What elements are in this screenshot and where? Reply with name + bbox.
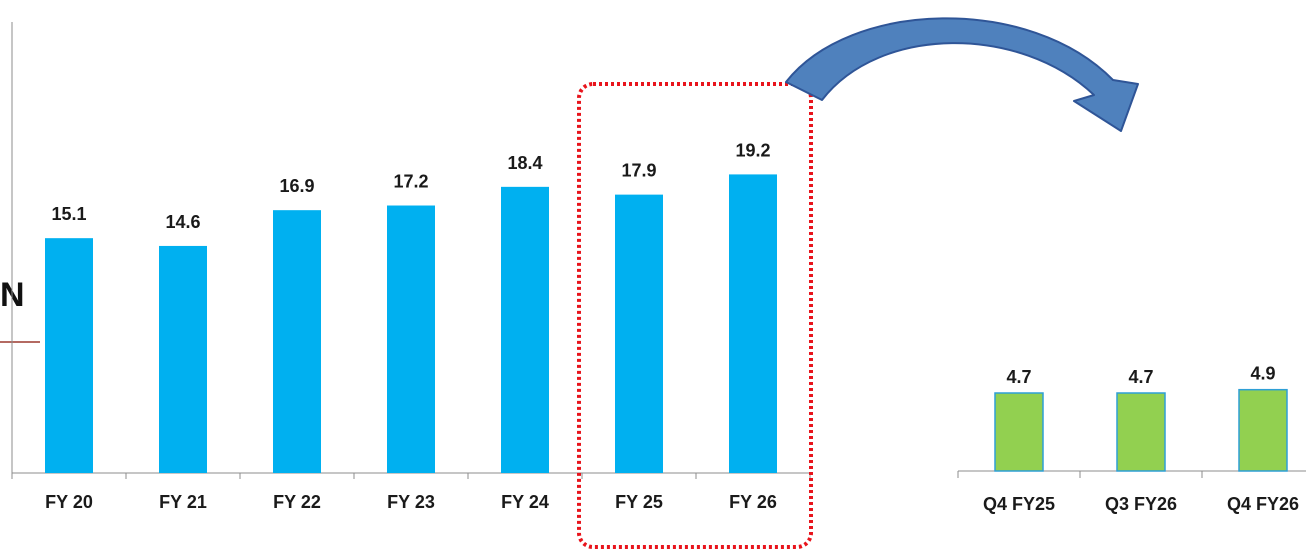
x-tick-label: FY 26 <box>729 492 777 512</box>
x-tick-label: Q3 FY26 <box>1105 494 1177 514</box>
bar <box>387 205 435 473</box>
quarterly-chart: 4.7 Q4 FY25 4.7 Q3 FY26 4.9 Q4 FY26 <box>957 364 1306 514</box>
data-label: 17.9 <box>621 161 656 181</box>
bar <box>1116 392 1166 472</box>
data-label: 4.7 <box>1006 367 1031 387</box>
data-label: 4.7 <box>1128 367 1153 387</box>
data-label: 19.2 <box>735 140 770 160</box>
bar <box>615 194 663 473</box>
x-tick-label: FY 23 <box>387 492 435 512</box>
x-tick-label: Q4 FY26 <box>1227 494 1299 514</box>
bar <box>45 238 93 473</box>
x-tick-label: Q4 FY25 <box>983 494 1055 514</box>
data-label: 15.1 <box>51 204 86 224</box>
highlight-box <box>577 82 813 549</box>
x-tick-label: FY 22 <box>273 492 321 512</box>
bar <box>501 186 549 474</box>
data-label: 17.2 <box>393 172 428 192</box>
curved-arrow-icon <box>785 17 1139 132</box>
bar <box>159 245 207 473</box>
partial-title-underline <box>0 341 40 343</box>
bar <box>729 174 777 473</box>
annual-chart: 15.1 FY 20 14.6 FY 21 16.9 FY 22 17.2 FY 23 18.4… <box>11 22 813 549</box>
x-tick-label: FY 24 <box>501 492 549 512</box>
x-tick-label: FY 20 <box>45 492 93 512</box>
x-tick-label: FY 25 <box>615 492 663 512</box>
data-label: 18.4 <box>507 153 542 173</box>
bar <box>1238 388 1288 472</box>
bar <box>994 392 1044 472</box>
bar <box>273 210 321 474</box>
data-label: 16.9 <box>279 176 314 196</box>
x-tick-label: FY 21 <box>159 492 207 512</box>
data-label: 4.9 <box>1250 364 1275 384</box>
data-label: 14.6 <box>165 212 200 232</box>
